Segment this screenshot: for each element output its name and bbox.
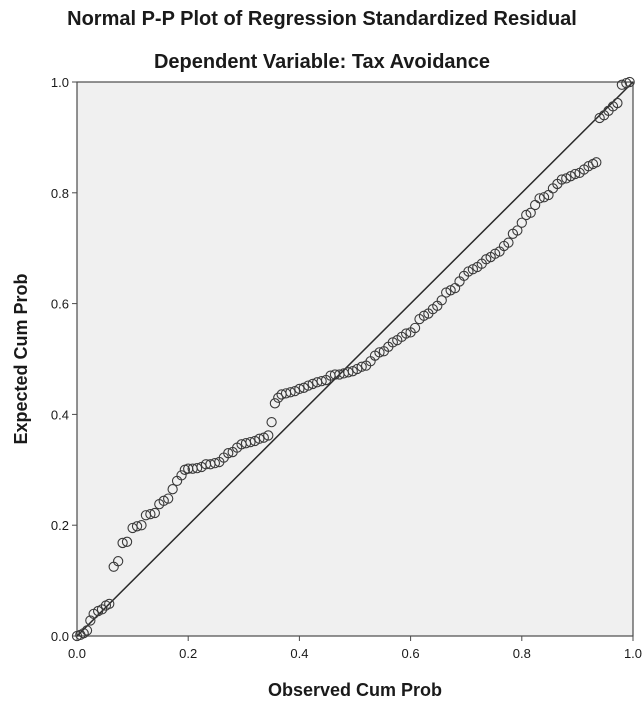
data-point — [269, 398, 281, 409]
data-point — [374, 347, 385, 358]
data-point — [121, 536, 133, 547]
data-point — [556, 174, 567, 185]
data-point — [503, 237, 514, 248]
x-tick-label: 0.8 — [513, 646, 531, 661]
x-tick-label: 0.0 — [68, 646, 86, 661]
data-point — [163, 493, 174, 504]
data-point — [85, 615, 96, 626]
x-tick-label: 1.0 — [624, 646, 642, 661]
data-point — [343, 367, 354, 378]
data-point — [81, 625, 93, 636]
chart-subtitle: Dependent Variable: Tax Avoidance — [153, 51, 491, 73]
data-point — [294, 383, 305, 395]
data-point — [263, 430, 274, 441]
data-point — [534, 193, 545, 204]
data-point — [223, 448, 234, 459]
data-point — [436, 295, 447, 306]
y-tick-label: 0.6 — [51, 297, 69, 312]
data-point — [167, 484, 178, 495]
data-point — [616, 79, 628, 90]
data-point — [266, 417, 277, 428]
data-point — [78, 628, 89, 639]
y-tick-label: 0.8 — [51, 186, 69, 201]
y-tick-label: 0.2 — [51, 518, 69, 533]
chart-title: Normal P-P Plot of Regression Standardiz… — [67, 8, 577, 30]
y-axis-ticks: 0.0 0.2 0.4 0.6 0.8 1.0 — [51, 75, 77, 644]
data-point — [245, 436, 256, 448]
y-tick-label: 1.0 — [51, 75, 69, 90]
data-point — [356, 361, 367, 372]
data-point — [285, 387, 296, 398]
data-point — [273, 392, 284, 403]
x-axis-title: Observed Cum Prob — [268, 680, 442, 700]
data-point — [591, 157, 602, 168]
data-point — [525, 207, 536, 218]
data-point — [516, 217, 527, 228]
data-point — [191, 462, 203, 474]
data-point — [401, 328, 412, 339]
data-point — [131, 521, 143, 532]
data-point — [104, 598, 115, 610]
data-point — [624, 76, 635, 88]
x-tick-label: 0.2 — [179, 646, 197, 661]
data-point — [316, 376, 327, 387]
data-point — [254, 433, 265, 444]
x-axis-ticks: 0.0 0.2 0.4 0.6 0.8 1.0 — [68, 636, 642, 661]
data-point — [176, 470, 187, 481]
data-point — [117, 537, 128, 549]
y-tick-label: 0.0 — [51, 629, 69, 644]
data-point — [149, 507, 160, 519]
data-point — [145, 508, 156, 520]
data-point — [303, 380, 314, 391]
data-point — [570, 168, 581, 180]
data-point — [112, 556, 124, 567]
y-tick-label: 0.4 — [51, 407, 69, 422]
x-tick-label: 0.4 — [290, 646, 308, 661]
data-point — [209, 458, 221, 469]
data-points — [71, 76, 635, 642]
data-point — [612, 97, 623, 109]
reference-line — [76, 81, 634, 637]
reference-line-group — [76, 81, 634, 637]
y-axis-title: Expected Cum Prob — [11, 273, 31, 444]
data-point — [409, 322, 421, 334]
data-point — [136, 520, 147, 531]
x-tick-label: 0.6 — [402, 646, 420, 661]
data-point — [96, 604, 108, 615]
data-point — [512, 225, 523, 236]
